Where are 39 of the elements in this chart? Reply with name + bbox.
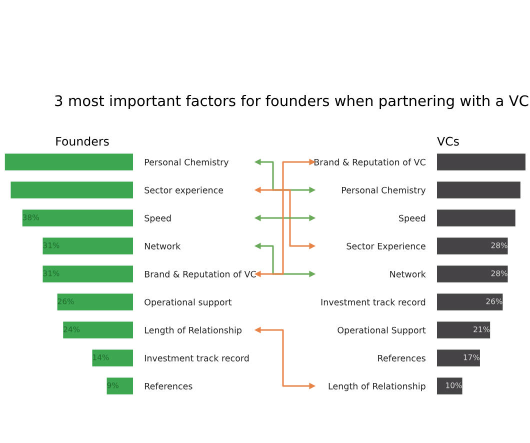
- y-tick-label: Investment track record: [321, 298, 426, 306]
- bar: [4, 154, 133, 170]
- bar: [437, 238, 508, 254]
- bar: [437, 322, 490, 338]
- bar: [106, 378, 133, 394]
- y-tick-label: Sector experience: [144, 186, 224, 196]
- bar: [437, 294, 503, 310]
- text: 3 most important factors for founders when partnering with a VC: [55, 94, 528, 110]
- bar: [437, 350, 480, 366]
- y-tick-label: Length of Relationship: [328, 382, 426, 392]
- bar: [437, 154, 526, 170]
- y-tick-label: Personal Chemistry: [342, 186, 426, 196]
- bar: [42, 238, 133, 254]
- bar: [57, 294, 133, 310]
- bar: [437, 182, 520, 198]
- y-tick-label: References: [378, 354, 426, 362]
- bar: [437, 378, 462, 394]
- bar: [437, 210, 516, 226]
- bar: [92, 350, 133, 366]
- y-tick-label: Sector Experience: [346, 242, 426, 252]
- bar: [42, 266, 133, 282]
- y-tick-label: Speed: [399, 214, 426, 224]
- y-tick-label: References: [144, 382, 192, 390]
- y-tick-label: Operational support: [144, 298, 232, 308]
- y-tick-label: Speed: [144, 214, 171, 224]
- y-tick-label: Network: [390, 270, 426, 278]
- bar: [437, 266, 508, 282]
- chart-title: VCs: [437, 136, 459, 146]
- y-tick-label: Network: [144, 242, 181, 250]
- y-tick-label: Brand & Reputation of VC: [144, 270, 256, 280]
- y-tick-label: Operational Support: [338, 326, 426, 336]
- y-tick-label: Investment track record: [144, 354, 249, 362]
- y-tick-label: Length of Relationship: [144, 326, 242, 336]
- y-tick-label: Personal Chemistry: [144, 158, 229, 168]
- bar: [63, 322, 133, 338]
- bar: [10, 182, 133, 198]
- bar: [22, 210, 133, 226]
- y-tick-label: Brand & Reputation of VC: [314, 158, 426, 168]
- chart-title: Founders: [56, 136, 109, 146]
